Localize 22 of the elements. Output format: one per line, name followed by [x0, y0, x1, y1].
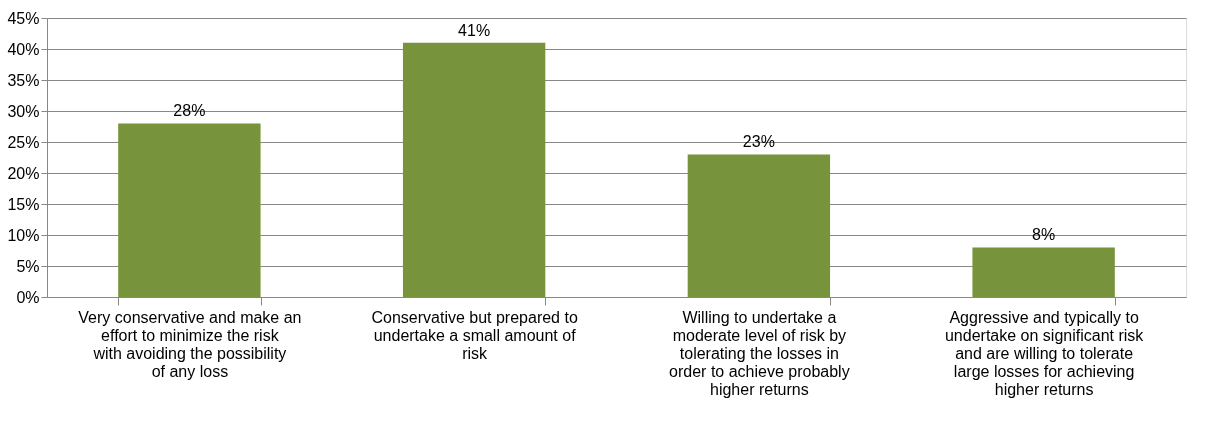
y-tick-label: 25%: [7, 133, 40, 151]
y-tick-label: 15%: [7, 195, 40, 213]
x-tick-label: Aggressive and typically to undertake on significant risk and are willing to tolerate large losses for achieving higher returns: [944, 308, 1145, 398]
y-tick-label: 0%: [16, 288, 40, 306]
data-label: 41%: [458, 21, 491, 39]
y-tick-label: 20%: [7, 164, 40, 182]
y-tick-label: 5%: [16, 257, 40, 275]
x-tick-label: Willing to undertake a moderate level of risk by tolerating the losses in order to achieve probably higher returns: [669, 308, 850, 398]
y-tick-label: 10%: [7, 226, 40, 244]
bar: [687, 154, 831, 297]
x-tick-label: Very conservative and make an effort to minimize the risk with avoiding the possibility of any loss: [78, 308, 302, 380]
bar: [972, 247, 1115, 297]
y-tick-label: 40%: [7, 40, 40, 58]
data-label: 28%: [173, 102, 206, 120]
y-tick-label: 30%: [7, 102, 40, 120]
x-tick-label: Conservative but prepared to undertake a small amount of risk: [371, 308, 578, 362]
y-tick-label: 45%: [7, 9, 40, 27]
data-label: 8%: [1032, 226, 1056, 244]
bar: [118, 123, 261, 297]
bar: [402, 42, 546, 297]
y-tick-label: 35%: [7, 71, 40, 89]
data-label: 23%: [742, 133, 775, 151]
